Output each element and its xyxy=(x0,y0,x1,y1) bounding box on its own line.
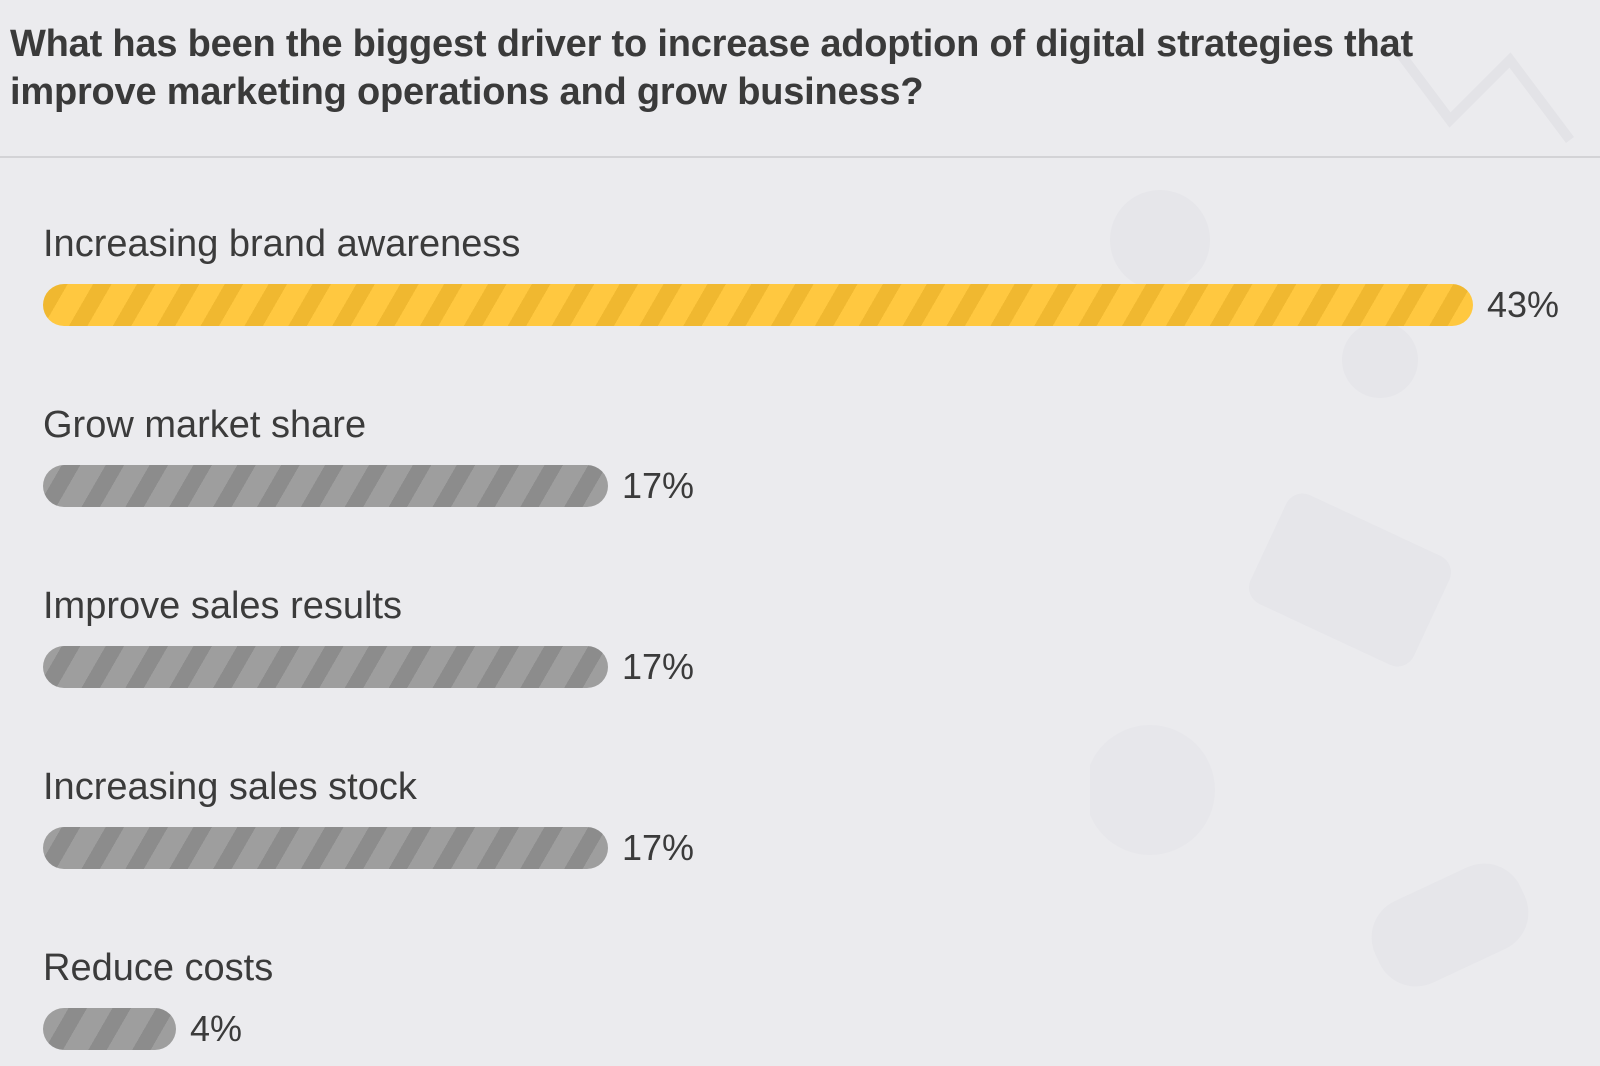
bar-value-label: 17% xyxy=(622,465,695,506)
bar-label: Increasing sales stock xyxy=(43,766,417,808)
bar xyxy=(43,646,608,688)
bar-value-label: 17% xyxy=(622,827,695,868)
bar-label: Improve sales results xyxy=(43,585,403,627)
background-decoration-icon xyxy=(1090,37,1574,987)
bar-label: Grow market share xyxy=(43,404,367,446)
divider xyxy=(0,156,1600,158)
bar xyxy=(43,827,608,869)
bar xyxy=(43,1008,176,1050)
bar-value-label: 4% xyxy=(190,1008,243,1049)
bar xyxy=(43,284,1473,326)
bar xyxy=(43,465,608,507)
bar-value-label: 43% xyxy=(1487,284,1560,325)
question-title: What has been the biggest driver to incr… xyxy=(10,23,1413,113)
bar-label: Reduce costs xyxy=(43,947,274,989)
bar-value-label: 17% xyxy=(622,646,695,687)
bar-label: Increasing brand awareness xyxy=(43,223,521,265)
